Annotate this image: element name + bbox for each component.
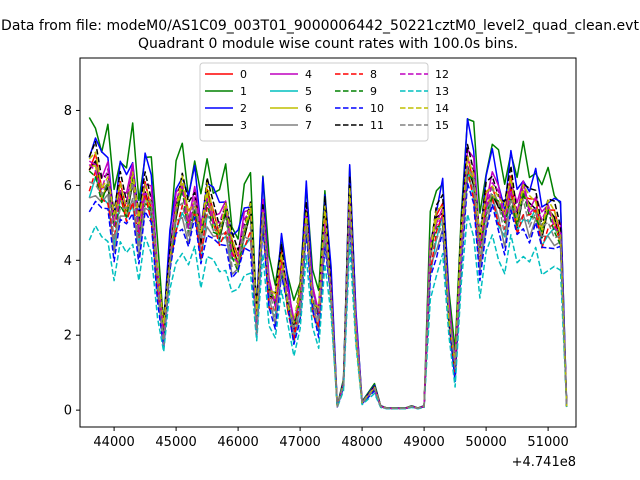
x-tick-label: 46000 xyxy=(217,435,258,450)
legend-label-7: 7 xyxy=(305,119,312,132)
x-tick-label: 44000 xyxy=(93,435,134,450)
chart-title: Quadrant 0 module wise count rates with … xyxy=(138,36,518,52)
legend-label-1: 1 xyxy=(240,85,247,98)
x-tick-label: 49000 xyxy=(403,435,444,450)
y-tick-label: 6 xyxy=(64,179,72,194)
legend-label-3: 3 xyxy=(240,119,247,132)
legend-box xyxy=(199,62,429,142)
legend-label-10: 10 xyxy=(370,102,384,115)
series-line-11 xyxy=(88,140,568,409)
x-axis-ticks: 44000 45000 46000 47000 48000 49000 50000 51000 xyxy=(93,427,569,450)
legend-label-8: 8 xyxy=(370,68,377,81)
legend-label-14: 14 xyxy=(435,102,449,115)
y-axis-ticks: 0 2 4 6 8 xyxy=(64,104,80,419)
legend-label-11: 11 xyxy=(370,119,384,132)
legend-label-2: 2 xyxy=(240,102,247,115)
legend-label-4: 4 xyxy=(305,68,312,81)
legend-label-6: 6 xyxy=(305,102,312,115)
y-tick-label: 4 xyxy=(64,254,72,269)
legend-label-15: 15 xyxy=(435,119,449,132)
series-line-2 xyxy=(88,117,568,409)
x-tick-label: 50000 xyxy=(465,435,506,450)
legend-label-13: 13 xyxy=(435,85,449,98)
figure-suptitle: Data from file: modeM0/AS1C09_003T01_900… xyxy=(1,18,639,34)
x-tick-label: 51000 xyxy=(527,435,568,450)
series-line-15 xyxy=(88,167,568,410)
x-tick-label: 48000 xyxy=(341,435,382,450)
legend-label-9: 9 xyxy=(370,85,377,98)
y-tick-label: 0 xyxy=(64,404,72,419)
y-tick-label: 8 xyxy=(64,104,72,119)
y-tick-label: 2 xyxy=(64,329,72,344)
plot-frame xyxy=(79,57,577,428)
legend-label-0: 0 xyxy=(240,68,247,81)
legend-label-5: 5 xyxy=(305,85,312,98)
legend-label-12: 12 xyxy=(435,68,449,81)
series-line-13 xyxy=(88,213,568,410)
x-offset-label: +4.741e8 xyxy=(512,455,576,470)
x-tick-label: 45000 xyxy=(155,435,196,450)
x-tick-label: 47000 xyxy=(279,435,320,450)
series-lines xyxy=(88,117,568,410)
